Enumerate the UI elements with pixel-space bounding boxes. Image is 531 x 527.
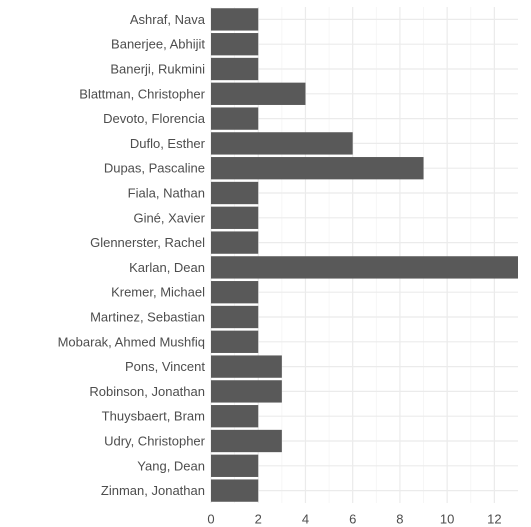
- category-label: Devoto, Florencia: [103, 111, 206, 126]
- bars: [211, 8, 518, 502]
- bar: [211, 157, 424, 180]
- x-tick-label: 8: [396, 512, 403, 527]
- bar: [211, 57, 259, 81]
- bar: [211, 256, 518, 279]
- category-label: Thuysbaert, Bram: [102, 409, 205, 424]
- category-label: Karlan, Dean: [129, 260, 205, 275]
- category-label: Kremer, Michael: [111, 285, 205, 300]
- category-label: Yang, Dean: [137, 458, 205, 473]
- bar: [211, 281, 259, 304]
- category-label: Banerji, Rukmini: [110, 62, 205, 77]
- bar: [211, 231, 259, 254]
- category-label: Zinman, Jonathan: [101, 483, 205, 498]
- grid-lines: [210, 7, 518, 503]
- x-tick-label: 10: [440, 512, 454, 527]
- category-label: Blattman, Christopher: [79, 86, 205, 101]
- x-tick-labels: 0 2 4 6 8 10 12: [207, 512, 501, 527]
- x-tick-label: 0: [207, 512, 214, 527]
- category-label: Glennerster, Rachel: [90, 235, 205, 250]
- category-label: Giné, Xavier: [133, 210, 205, 225]
- x-tick-label: 4: [302, 512, 309, 527]
- category-label: Mobarak, Ahmed Mushfiq: [58, 334, 205, 349]
- category-label: Fiala, Nathan: [128, 186, 205, 201]
- x-tick-label: 2: [255, 512, 262, 527]
- bar: [211, 181, 259, 205]
- bar: [211, 132, 353, 155]
- x-tick-label: 6: [349, 512, 356, 527]
- category-label: Duflo, Esther: [130, 136, 206, 151]
- bar: [211, 479, 259, 502]
- bar: [211, 82, 306, 105]
- category-label: Martinez, Sebastian: [90, 310, 205, 325]
- bar: [211, 8, 259, 31]
- x-tick-label: 12: [487, 512, 501, 527]
- bar: [211, 454, 259, 477]
- category-label: Pons, Vincent: [125, 359, 205, 374]
- category-label: Udry, Christopher: [104, 434, 206, 449]
- category-label: Ashraf, Nava: [130, 12, 206, 27]
- bar: [211, 429, 282, 453]
- bar: [211, 107, 259, 130]
- category-labels: Ashraf, Nava Banerjee, Abhijit Banerji, Ru…: [58, 12, 206, 498]
- bar: [211, 330, 259, 353]
- bar: [211, 355, 282, 378]
- category-label: Dupas, Pascaline: [104, 161, 205, 176]
- bar: [211, 405, 259, 428]
- category-label: Banerjee, Abhijit: [111, 37, 205, 52]
- bar: [211, 305, 259, 329]
- bar: [211, 206, 259, 229]
- category-label: Robinson, Jonathan: [89, 384, 205, 399]
- bar: [211, 380, 282, 403]
- bar: [211, 33, 259, 56]
